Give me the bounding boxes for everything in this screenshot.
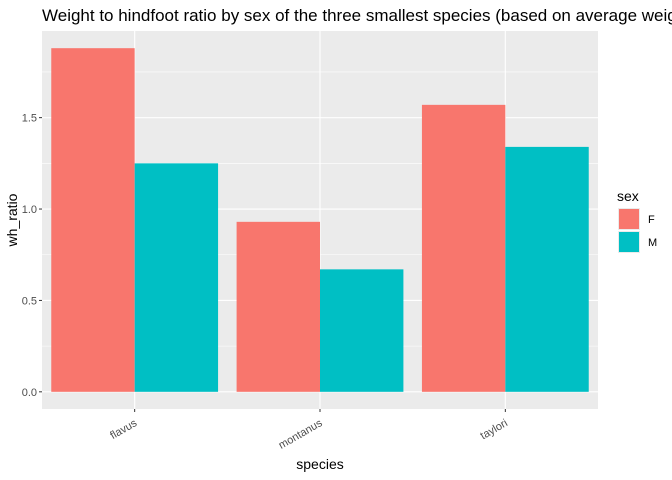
y-tick-label: 1.5: [22, 113, 37, 125]
bar-taylori-F: [421, 104, 506, 392]
y-axis-title: wh_ratio: [4, 193, 20, 247]
y-tick-label: 1.0: [22, 204, 37, 216]
legend-title: sex: [617, 188, 639, 204]
bars: [51, 48, 589, 392]
legend-label-M: M: [648, 237, 657, 249]
x-tick-label: montanus: [277, 417, 325, 452]
bar-flavus-F: [51, 48, 135, 392]
bar-flavus-M: [134, 163, 219, 392]
x-tick-label: flavus: [108, 417, 139, 442]
y-axis: 0.0 0.5 1.0 1.5 wh_ratio: [4, 113, 42, 399]
legend-swatch-F: [619, 209, 639, 229]
bar-taylori-M: [505, 146, 589, 392]
legend-swatch-M: [619, 232, 639, 252]
x-axis: flavus montanus taylori species: [108, 409, 510, 472]
legend-label-F: F: [648, 214, 655, 226]
chart-title: Weight to hindfoot ratio by sex of the t…: [42, 6, 672, 25]
legend: sex FM: [617, 188, 657, 253]
x-tick-label: taylori: [478, 417, 509, 442]
y-tick-label: 0.5: [22, 295, 37, 307]
y-tick-label: 0.0: [22, 387, 37, 399]
x-axis-title: species: [296, 456, 343, 472]
bar-montanus-M: [320, 269, 404, 392]
bar-montanus-F: [236, 221, 320, 392]
